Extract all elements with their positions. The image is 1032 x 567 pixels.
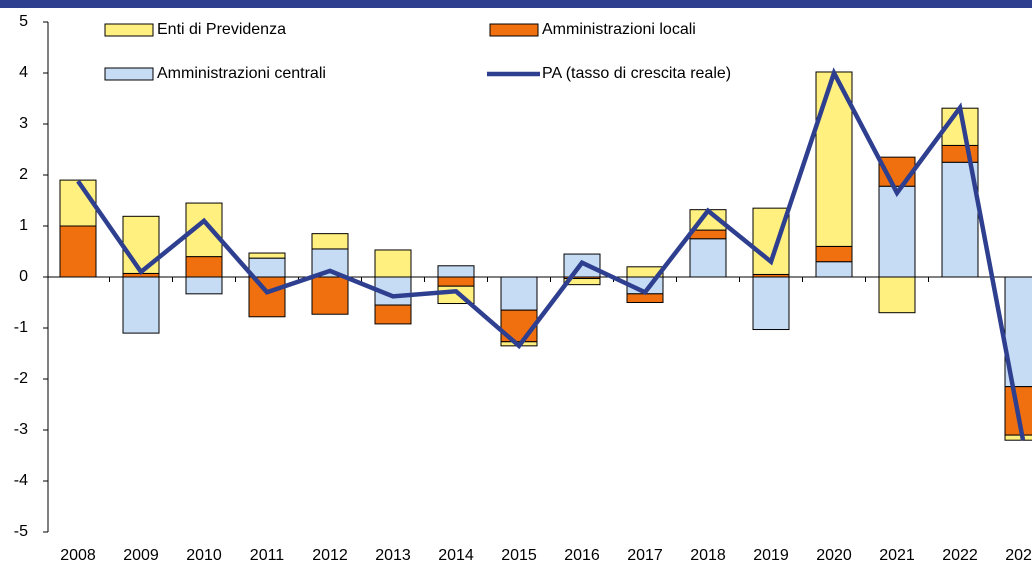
y-tick-label: 1 [19,217,28,234]
bar [59,225,97,278]
y-tick-label: -3 [14,421,28,438]
x-tick-label: 2017 [627,547,663,564]
x-tick-label: 2022 [942,547,978,564]
y-tick-label: 0 [19,268,28,285]
line [76,67,1026,441]
x-tick-label: 2023 [1005,547,1032,564]
y-tick-label: -1 [14,319,28,336]
y-tick-label: -5 [14,523,28,540]
x-tick-label: 2016 [564,547,600,564]
x-tick-label: 2013 [375,547,411,564]
bar [248,252,286,259]
bar [311,276,349,315]
y-tick-label: 5 [19,13,28,30]
bar [437,276,475,287]
bar [311,233,349,250]
bar [248,276,286,318]
bar [689,238,727,278]
bar [185,202,223,258]
bar [59,179,97,227]
bar [122,276,160,334]
y-tick-label: 3 [19,115,28,132]
x-tick-label: 2015 [501,547,537,564]
bar [878,185,916,278]
bar [941,144,979,163]
legend-label: Amministrazioni centrali [157,65,326,82]
y-tick-label: -2 [14,370,28,387]
bar [185,256,223,278]
x-tick-label: 2012 [312,547,348,564]
bar [563,278,601,286]
bar [752,276,790,331]
legend-swatch [489,23,539,37]
bar [815,261,853,278]
bar [185,276,223,295]
legend-swatch [104,67,154,81]
x-tick-label: 2008 [60,547,96,564]
bar [374,249,412,278]
y-tick-label: 2 [19,166,28,183]
bar [878,276,916,314]
top-band [0,0,1032,8]
y-tick-label: 4 [19,64,28,81]
bar [815,245,853,263]
bar [500,276,538,311]
legend-label: PA (tasso di crescita reale) [542,65,731,82]
x-tick-label: 2020 [816,547,852,564]
bar [374,304,412,325]
legend-label: Amministrazioni locali [542,21,696,38]
bar [626,293,664,303]
legend-swatch [104,23,154,37]
bar [689,229,727,240]
bar [1004,434,1032,441]
bar [815,71,853,247]
x-tick-label: 2014 [438,547,474,564]
x-tick-label: 2019 [753,547,789,564]
x-tick-label: 2021 [879,547,915,564]
x-tick-label: 2009 [123,547,159,564]
x-tick-label: 2010 [186,547,222,564]
bar [122,215,160,274]
x-tick-label: 2018 [690,547,726,564]
x-tick-label: 2011 [250,547,285,564]
bar [248,257,286,278]
y-tick-label: -4 [14,472,28,489]
bar [437,265,475,278]
legend-label: Enti di Previdenza [157,21,286,38]
